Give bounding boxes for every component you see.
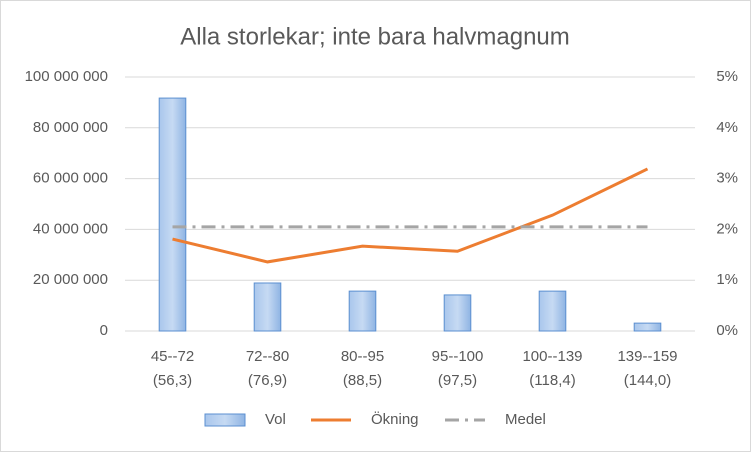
x-tick-label: (76,9)	[248, 372, 287, 389]
x-tick-label: (88,5)	[343, 372, 382, 389]
x-tick-label: 95--100	[432, 348, 484, 365]
y-tick-label: 20 000 000	[33, 271, 108, 288]
bar	[443, 294, 472, 332]
line	[172, 167, 649, 264]
y-tick-label: 0	[100, 322, 108, 339]
bar	[633, 322, 662, 332]
x-tick-label: (56,3)	[153, 372, 192, 389]
x-tick-label: (144,0)	[624, 372, 672, 389]
y2-tick-label: 0%	[716, 322, 738, 339]
y2-tick-label: 5%	[716, 68, 738, 85]
x-tick-label: 80--95	[341, 348, 384, 365]
x-tick-label: 45--72	[151, 348, 194, 365]
bar	[348, 290, 377, 332]
y2-tick-label: 3%	[716, 170, 738, 187]
y-tick-label: 60 000 000	[33, 170, 108, 187]
bar	[253, 282, 282, 332]
x-tick-label: 72--80	[246, 348, 289, 365]
y2-tick-label: 2%	[716, 220, 738, 237]
y-tick-label: 40 000 000	[33, 220, 108, 237]
y2-tick-label: 1%	[716, 271, 738, 288]
legend-label: Medel	[505, 411, 546, 428]
bar	[158, 97, 187, 332]
x-tick-label: 139--159	[617, 348, 677, 365]
legend-label: Vol	[265, 411, 286, 428]
bar	[538, 290, 567, 332]
x-tick-label: (118,4)	[529, 372, 575, 389]
legend-label: Ökning	[371, 410, 419, 428]
y-tick-label: 80 000 000	[33, 119, 108, 136]
chart-title: Alla storlekar; inte bara halvmagnum	[180, 23, 570, 50]
x-tick-label: (97,5)	[438, 372, 477, 389]
x-tick-label: 100--139	[522, 348, 582, 365]
y2-tick-label: 4%	[716, 119, 738, 136]
legend-swatch	[204, 413, 246, 427]
y-tick-label: 100 000 000	[25, 68, 108, 85]
